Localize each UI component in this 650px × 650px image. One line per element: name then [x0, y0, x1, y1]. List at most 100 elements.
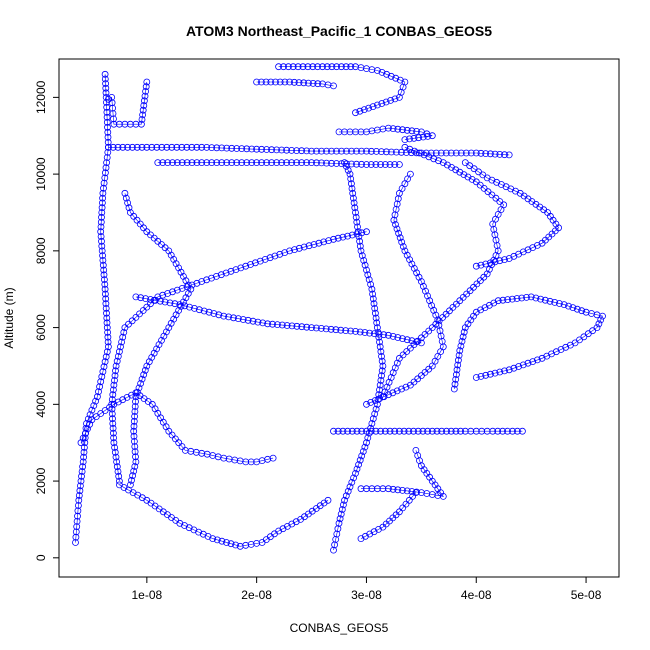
data-point	[373, 485, 381, 493]
data-point	[375, 526, 382, 533]
data-point	[213, 159, 221, 167]
data-point	[334, 234, 342, 242]
data-point	[130, 437, 138, 445]
data-point	[425, 327, 433, 335]
data-point	[435, 157, 442, 165]
y-tick-label: 0	[34, 554, 48, 561]
data-point	[508, 295, 516, 303]
data-point	[349, 189, 357, 197]
data-point	[103, 154, 111, 161]
data-point	[483, 427, 491, 435]
data-point	[363, 427, 370, 435]
data-point	[443, 427, 450, 435]
data-point	[527, 293, 535, 301]
data-point	[356, 107, 364, 115]
data-point	[188, 143, 196, 151]
data-point	[299, 63, 307, 71]
data-point	[104, 123, 111, 131]
data-point	[117, 343, 124, 351]
data-point	[122, 194, 130, 202]
data-point	[178, 443, 186, 450]
data-point	[489, 427, 497, 435]
data-point	[271, 252, 279, 260]
data-point	[363, 228, 370, 236]
data-point	[103, 314, 111, 322]
data-point	[393, 200, 401, 208]
data-point	[333, 160, 340, 167]
data-point	[419, 282, 427, 290]
data-point	[439, 343, 447, 351]
data-point	[298, 323, 306, 331]
data-point	[424, 132, 432, 140]
data-point	[332, 326, 340, 334]
profile-line	[465, 162, 559, 267]
data-point	[208, 159, 216, 167]
data-point	[501, 151, 508, 159]
data-point	[108, 405, 116, 413]
data-point	[230, 314, 237, 322]
data-point	[98, 237, 105, 245]
data-point	[72, 533, 80, 541]
data-point	[346, 483, 354, 491]
data-point	[283, 159, 291, 167]
data-point	[128, 476, 135, 484]
data-point	[309, 80, 317, 87]
data-point	[330, 546, 337, 554]
data-point	[371, 304, 379, 312]
data-point	[369, 103, 377, 110]
data-point	[97, 223, 105, 231]
data-point	[258, 145, 266, 153]
data-point	[80, 448, 88, 456]
data-point	[397, 148, 405, 156]
data-point	[283, 523, 291, 530]
data-point	[188, 281, 196, 289]
data-point	[335, 128, 343, 136]
data-point	[291, 246, 298, 254]
data-point	[372, 405, 380, 413]
data-point	[532, 294, 540, 302]
data-point	[109, 424, 117, 432]
data-point	[413, 127, 421, 135]
data-point	[499, 296, 507, 304]
data-point	[225, 313, 233, 321]
data-point	[308, 324, 315, 332]
data-point	[132, 293, 140, 301]
data-point	[111, 376, 118, 384]
data-point	[169, 288, 176, 296]
data-point	[100, 179, 108, 187]
data-point	[492, 194, 500, 202]
data-point	[100, 266, 108, 274]
data-point	[387, 148, 395, 156]
profile-line	[256, 81, 334, 87]
data-point	[387, 72, 395, 80]
data-point	[333, 147, 340, 155]
data-point	[95, 388, 102, 396]
data-point	[509, 427, 516, 435]
data-point	[173, 159, 181, 167]
data-point	[392, 205, 400, 213]
data-point	[361, 329, 369, 336]
data-point	[352, 469, 359, 477]
data-point	[386, 161, 394, 168]
data-point	[121, 189, 129, 197]
data-point	[275, 63, 283, 71]
data-point	[447, 149, 455, 157]
data-point	[468, 175, 476, 183]
data-point	[96, 383, 103, 391]
data-point	[304, 79, 312, 87]
data-point	[472, 178, 480, 186]
data-point	[288, 159, 296, 167]
data-point	[367, 398, 375, 406]
data-point	[504, 296, 512, 304]
data-point	[105, 95, 112, 103]
data-point	[387, 97, 395, 104]
data-point	[97, 218, 105, 226]
data-point	[467, 149, 475, 157]
data-point	[318, 147, 325, 155]
data-point	[182, 294, 190, 302]
data-point	[308, 159, 315, 167]
data-point	[584, 330, 592, 338]
data-point	[456, 168, 464, 176]
data-point	[132, 398, 139, 406]
